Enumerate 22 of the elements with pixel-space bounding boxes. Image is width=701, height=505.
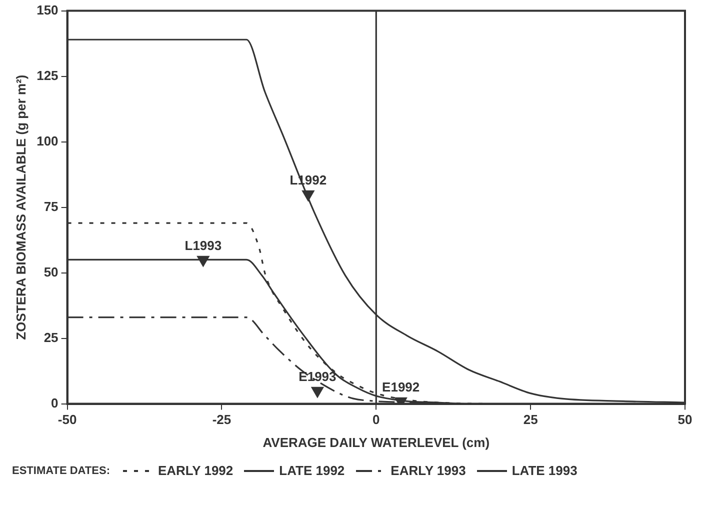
annotation: E1993: [298, 368, 336, 384]
y-tick-label: 125: [36, 68, 58, 83]
y-tick-label: 150: [36, 2, 58, 18]
y-tick-label: 0: [51, 395, 58, 410]
y-tick-label: 25: [44, 330, 58, 345]
legend-label: EARLY 1992: [158, 463, 234, 478]
y-tick-label: 75: [44, 198, 58, 214]
legend-title: ESTIMATE DATES:: [12, 464, 110, 476]
x-axis-title: AVERAGE DAILY WATERLEVEL (cm): [262, 434, 490, 450]
annotation: L1993: [184, 238, 222, 253]
annotation: E1992: [382, 379, 420, 394]
x-tick-label: 25: [523, 412, 538, 428]
x-tick-label: -25: [212, 412, 232, 428]
y-tick-label: 100: [36, 133, 58, 148]
y-axis-title: ZOSTERA BIOMASS AVAILABLE (g per m²): [13, 74, 28, 340]
legend-label: EARLY 1993: [390, 463, 466, 478]
legend-label: LATE 1993: [512, 463, 578, 478]
legend-label: LATE 1992: [279, 463, 345, 478]
x-tick-label: -50: [58, 412, 77, 428]
x-tick-label: 0: [372, 412, 380, 428]
y-tick-label: 50: [44, 264, 58, 280]
x-tick-label: 50: [678, 412, 692, 428]
